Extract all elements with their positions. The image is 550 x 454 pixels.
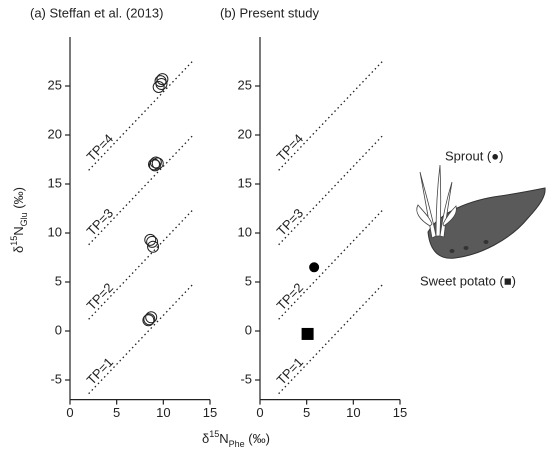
label-part: δ	[11, 246, 26, 253]
point	[145, 311, 158, 324]
label-part: N	[219, 431, 228, 446]
y-tick-label: 0	[55, 322, 62, 337]
tp-label: TP=3	[274, 205, 307, 238]
y-tick-label: 10	[238, 224, 252, 239]
panel-title: (a) Steffan et al. (2013)	[30, 5, 163, 20]
point	[309, 262, 320, 273]
label-part: N	[11, 226, 26, 235]
tp-label: TP=3	[84, 205, 117, 238]
annotation: Sprout (●)	[445, 148, 503, 163]
point	[143, 313, 156, 326]
tp-label: TP=4	[274, 131, 307, 164]
point	[152, 80, 165, 93]
y-tick-label: 25	[238, 77, 252, 92]
tp-line	[278, 133, 385, 246]
tp-line	[88, 282, 195, 395]
point	[142, 314, 155, 327]
y-tick-label: -5	[240, 371, 252, 386]
x-tick-label: 0	[66, 405, 73, 420]
label-part: Phe	[229, 439, 245, 449]
x-tick-label: 10	[156, 405, 170, 420]
y-tick-label: 5	[55, 273, 62, 288]
point	[151, 157, 164, 170]
point	[147, 240, 160, 253]
x-tick-label: 0	[256, 405, 263, 420]
y-tick-label: 15	[48, 175, 62, 190]
tp-line	[88, 59, 195, 171]
annotation: Sweet potato (■)	[420, 273, 516, 288]
point	[301, 327, 314, 340]
x-tick-label: 15	[393, 405, 407, 420]
x-tick-label: 5	[113, 405, 120, 420]
y-tick-label: 5	[245, 273, 252, 288]
tp-label: TP=1	[274, 354, 307, 387]
point	[144, 233, 157, 246]
panel-title: (b) Present study	[220, 5, 319, 20]
x-tick-label: 15	[203, 405, 217, 420]
point	[148, 159, 161, 172]
y-tick-label: 25	[48, 77, 62, 92]
tp-label: TP=4	[84, 131, 117, 164]
y-tick-label: 0	[245, 322, 252, 337]
y-tick-label: 20	[48, 126, 62, 141]
tp-label: TP=2	[274, 280, 307, 313]
point	[146, 235, 159, 248]
y-axis-label: δ15NGlu (‰)	[9, 187, 29, 253]
label-part: (‰)	[11, 187, 26, 212]
sweet-potato-illustration	[416, 164, 546, 259]
y-tick-label: -5	[50, 371, 62, 386]
y-tick-label: 10	[48, 224, 62, 239]
tp-label: TP=2	[84, 280, 117, 313]
tp-line	[278, 208, 385, 320]
point	[156, 73, 169, 86]
tp-line	[278, 282, 385, 395]
label-part: 15	[9, 236, 19, 246]
tp-line	[278, 59, 385, 171]
tp-line	[88, 133, 195, 246]
label-part: δ	[202, 431, 209, 446]
x-tick-label: 5	[303, 405, 310, 420]
x-axis-label: δ15NPhe (‰)	[202, 429, 270, 449]
y-tick-label: 20	[238, 126, 252, 141]
label-part: 15	[209, 429, 219, 439]
label-part: (‰)	[245, 431, 270, 446]
y-tick-label: 15	[238, 175, 252, 190]
tp-label: TP=1	[84, 354, 117, 387]
x-tick-label: 10	[346, 405, 360, 420]
label-part: Glu	[19, 212, 29, 226]
point	[155, 78, 168, 91]
tp-line	[88, 208, 195, 320]
